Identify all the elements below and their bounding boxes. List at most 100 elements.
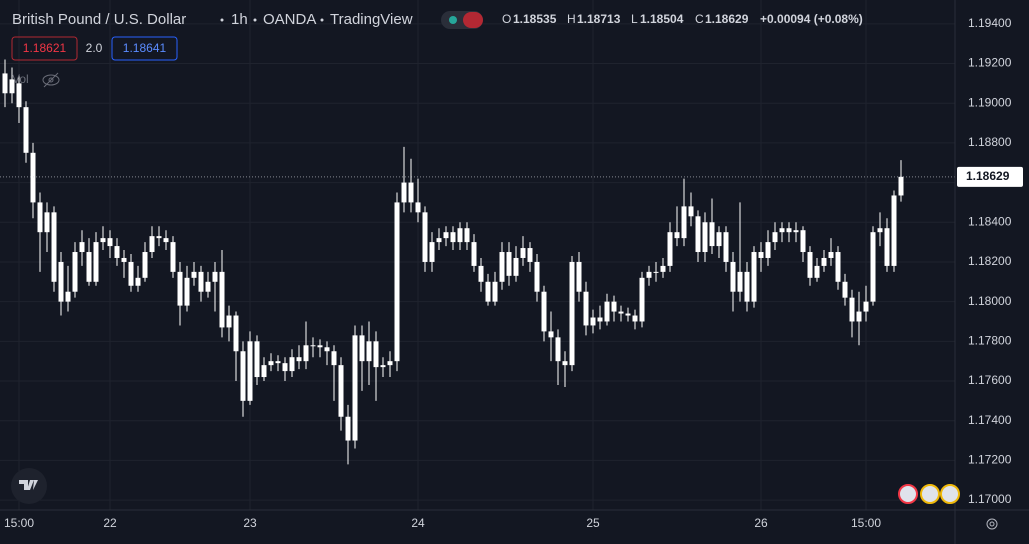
candle-body bbox=[562, 361, 568, 366]
candle-body bbox=[219, 271, 225, 328]
candle-body bbox=[156, 236, 162, 239]
candle-body bbox=[835, 252, 841, 282]
candle-body bbox=[142, 252, 148, 278]
candle-body bbox=[534, 261, 540, 292]
candle-body bbox=[478, 265, 484, 282]
time-axis: 15:00 22 23 24 25 26 15:00 bbox=[4, 516, 881, 530]
status-flag bbox=[463, 12, 483, 28]
separator bbox=[320, 18, 324, 22]
volume-label: Vol bbox=[12, 72, 29, 86]
close-value: 1.18629 bbox=[705, 12, 749, 26]
candle-body bbox=[891, 195, 897, 266]
exchange: OANDA bbox=[263, 11, 316, 28]
candle-body bbox=[107, 238, 113, 247]
candle-body bbox=[751, 252, 757, 302]
candle-body bbox=[366, 341, 372, 362]
candle-body bbox=[702, 222, 708, 253]
candle-body bbox=[100, 238, 106, 243]
last-price-tag bbox=[957, 166, 1023, 187]
y-tick-label: 1.17000 bbox=[968, 492, 1012, 506]
settings-icon[interactable] bbox=[986, 518, 998, 530]
y-tick-label: 1.18200 bbox=[968, 254, 1012, 268]
candle-body bbox=[541, 291, 547, 332]
low-value: 1.18504 bbox=[640, 12, 684, 26]
candle-body bbox=[429, 242, 435, 262]
candle-body bbox=[618, 311, 624, 314]
x-tick-label: 22 bbox=[103, 516, 117, 530]
candle-body bbox=[632, 315, 638, 322]
candle-body bbox=[261, 365, 267, 378]
candle-body bbox=[814, 265, 820, 278]
interval[interactable]: 1h bbox=[231, 11, 248, 28]
candle-body bbox=[681, 206, 687, 239]
candle-body bbox=[324, 347, 330, 352]
x-tick-label: 24 bbox=[411, 516, 425, 530]
hide-volume-icon[interactable] bbox=[42, 72, 60, 88]
high-value: 1.18713 bbox=[577, 12, 621, 26]
x-tick-label: 15:00 bbox=[4, 516, 34, 530]
candle-body bbox=[373, 341, 379, 368]
candle-body bbox=[597, 317, 603, 322]
candle-body bbox=[653, 271, 659, 273]
candle-body bbox=[709, 222, 715, 247]
candle-body bbox=[450, 232, 456, 243]
candle-body bbox=[604, 301, 610, 322]
y-tick-label: 1.18800 bbox=[968, 135, 1012, 149]
candle-body bbox=[898, 176, 904, 196]
candle-body bbox=[79, 242, 85, 253]
candle-body bbox=[870, 232, 876, 302]
candle-body bbox=[555, 337, 561, 362]
status-dot bbox=[449, 16, 457, 24]
spread: 2.0 bbox=[86, 41, 103, 55]
ohlc-legend: O 1.18535 H 1.18713 L 1.18504 C 1.18629 … bbox=[502, 12, 863, 26]
last-price-label: 1.18629 bbox=[966, 169, 1010, 183]
y-tick-label: 1.17400 bbox=[968, 413, 1012, 427]
candle-body bbox=[380, 365, 386, 368]
candle-body bbox=[849, 297, 855, 322]
candle-body bbox=[485, 281, 491, 302]
candle-body bbox=[247, 341, 253, 401]
candle-body bbox=[93, 242, 99, 282]
candle-body bbox=[408, 182, 414, 203]
candle-body bbox=[268, 361, 274, 366]
candle-body bbox=[800, 230, 806, 253]
change: +0.00094 (+0.08%) bbox=[760, 12, 863, 26]
ohlc-label: L bbox=[631, 12, 638, 26]
event-flags[interactable] bbox=[898, 484, 960, 504]
candle-body bbox=[2, 73, 8, 94]
candle-body bbox=[856, 311, 862, 322]
candle-body bbox=[44, 212, 50, 233]
buy-button[interactable] bbox=[111, 36, 178, 61]
candle-body bbox=[674, 232, 680, 239]
sell-button[interactable] bbox=[11, 36, 78, 61]
ohlc-label: H bbox=[567, 12, 576, 26]
candle-body bbox=[730, 261, 736, 292]
candle-body bbox=[205, 281, 211, 292]
x-tick-label: 25 bbox=[586, 516, 600, 530]
candle-body bbox=[863, 301, 869, 312]
candle-body bbox=[289, 357, 295, 372]
candle-body bbox=[254, 341, 260, 378]
candle-body bbox=[667, 232, 673, 266]
candle-body bbox=[317, 345, 323, 348]
candle-body bbox=[16, 83, 22, 108]
candle-body bbox=[121, 257, 127, 262]
candle-body bbox=[548, 331, 554, 338]
candle-body bbox=[30, 152, 36, 203]
y-tick-label: 1.19400 bbox=[968, 16, 1012, 30]
y-tick-label: 1.17200 bbox=[968, 453, 1012, 467]
symbol-title[interactable]: British Pound / U.S. Dollar bbox=[12, 11, 186, 28]
y-tick-label: 1.17800 bbox=[968, 333, 1012, 347]
candle-body bbox=[779, 228, 785, 233]
candle-body bbox=[716, 232, 722, 247]
candle-body bbox=[114, 246, 120, 258]
candle-body bbox=[415, 202, 421, 213]
candle-body bbox=[611, 301, 617, 312]
candle-body bbox=[576, 261, 582, 292]
x-tick-label: 23 bbox=[243, 516, 257, 530]
candle-body bbox=[625, 313, 631, 316]
candle-body bbox=[569, 261, 575, 366]
candle-body bbox=[394, 202, 400, 362]
candle-body bbox=[884, 228, 890, 266]
candle-body bbox=[149, 236, 155, 253]
